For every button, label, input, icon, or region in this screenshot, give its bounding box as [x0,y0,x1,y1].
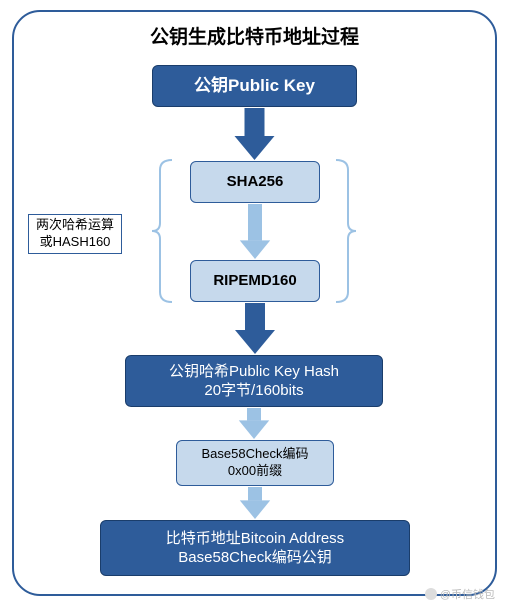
side-label-hash160: 两次哈希运算 或HASH160 [28,214,122,254]
node-label-line: 20字节/160bits [204,381,303,401]
watermark-icon [425,588,437,600]
side-label-line: 两次哈希运算 [36,217,114,234]
side-label-line: 或HASH160 [40,234,111,251]
node-base58: Base58Check编码 0x00前缀 [176,440,334,486]
node-label-line: 公钥哈希Public Key Hash [169,362,339,382]
node-label-line: 0x00前缀 [228,463,282,480]
node-label: SHA256 [227,172,284,192]
node-label-line: 比特币地址Bitcoin Address [166,529,344,549]
node-label-line: Base58Check编码公钥 [178,548,331,568]
node-sha256: SHA256 [190,161,320,203]
node-label-line: Base58Check编码 [202,446,309,463]
node-label: 公钥Public Key [194,75,315,97]
node-ripemd160: RIPEMD160 [190,260,320,302]
node-address: 比特币地址Bitcoin Address Base58Check编码公钥 [100,520,410,576]
node-label: RIPEMD160 [213,271,296,291]
watermark: @币信钱包 [425,586,495,602]
watermark-text: @币信钱包 [440,586,495,602]
node-public-key: 公钥Public Key [152,65,357,107]
diagram-title: 公钥生成比特币地址过程 [0,22,509,49]
node-pubkey-hash: 公钥哈希Public Key Hash 20字节/160bits [125,355,383,407]
